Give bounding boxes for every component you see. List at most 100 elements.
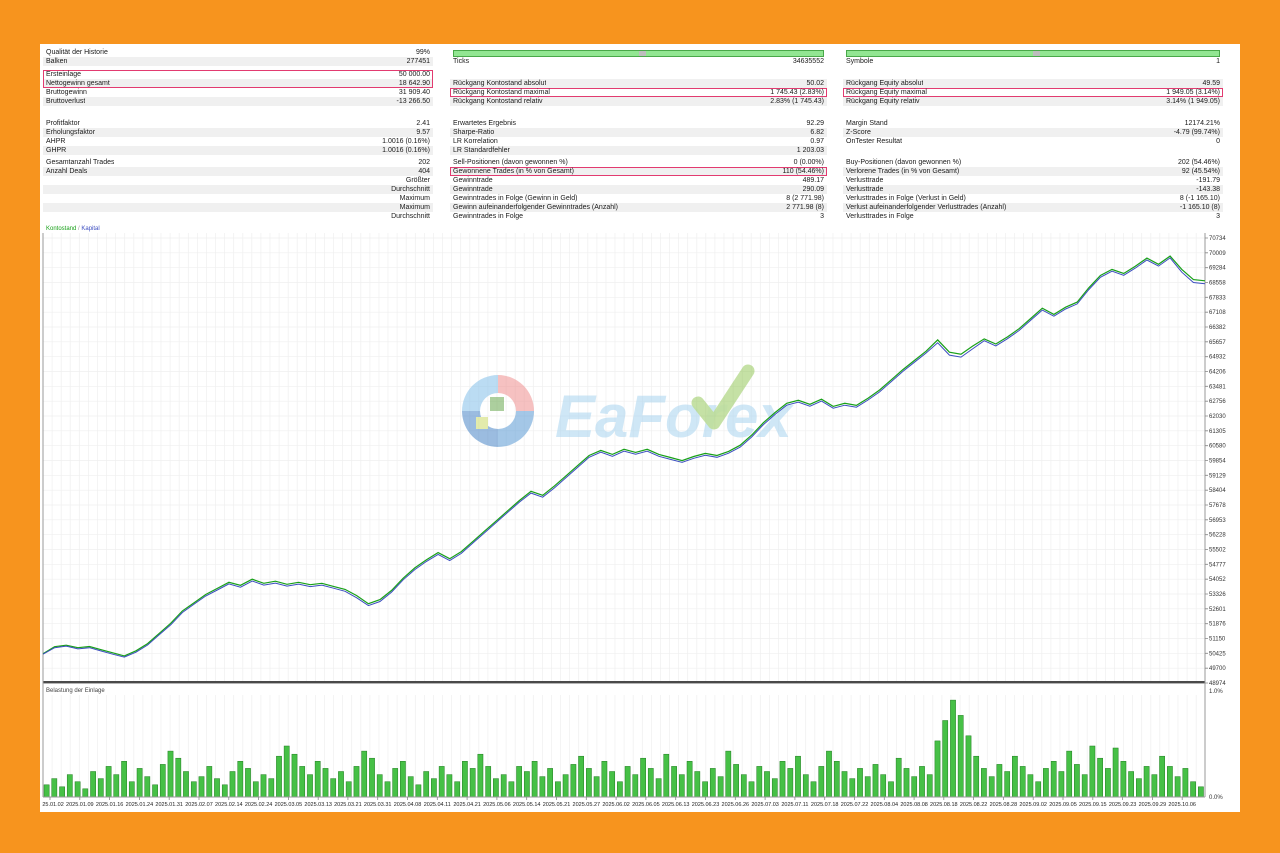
stat-label: Qualität der Historie — [46, 49, 108, 56]
svg-text:52601: 52601 — [1209, 607, 1226, 613]
svg-text:2025.01.02: 2025.01.02 — [42, 802, 64, 808]
stat-sublabel: Durchschnitt — [391, 186, 430, 193]
stat-label: Gewinntrades in Folge (Gewinn in Geld) — [453, 195, 578, 202]
stat-value: -191.79 — [1196, 177, 1220, 184]
stat-label: LR Standardfehler — [453, 147, 510, 154]
stat-row: Sell-Positionen (davon gewonnen %) 0 (0.0… — [450, 158, 827, 167]
eaforex-watermark: EaForex — [462, 364, 794, 450]
svg-text:2025.06.26: 2025.06.26 — [722, 802, 750, 808]
svg-text:2025.04.21: 2025.04.21 — [453, 802, 481, 808]
stat-row: Anzahl Deals 404 — [43, 167, 433, 176]
stat-label: Z-Score — [846, 129, 871, 136]
stat-value: 0 — [1216, 138, 1220, 145]
stat-row: Bruttoverlust -13 266.50 — [43, 97, 433, 106]
svg-text:62030: 62030 — [1209, 414, 1226, 420]
stat-label: Verlorene Trades (in % von Gesamt) — [846, 168, 960, 175]
chart-axes — [42, 233, 1208, 798]
stat-row — [450, 48, 827, 57]
stat-label: Nettogewinn gesamt — [46, 80, 110, 87]
stat-value: 110 (54.46%) — [782, 168, 824, 175]
stat-label: Rückgang Kontostand maximal — [453, 89, 550, 96]
stat-value: 1 203.03 — [796, 147, 824, 154]
stat-label: Bruttogewinn — [46, 89, 87, 96]
stat-row: Gewinntrade 290.09 — [450, 185, 827, 194]
svg-text:2025.07.18: 2025.07.18 — [811, 802, 839, 808]
stat-row: LR Standardfehler 1 203.03 — [450, 146, 827, 155]
svg-text:65657: 65657 — [1209, 340, 1226, 346]
x-axis-labels: 2025.01.022025.01.092025.01.162025.01.24… — [42, 797, 1196, 808]
chart-legend: Kontostand / Kapital — [46, 225, 100, 233]
stat-row: Gewinntrades in Folge (Gewinn in Geld) 8 … — [450, 194, 827, 203]
stats-section: Qualität der Historie 99% Balken 277451 Erst… — [40, 44, 1240, 225]
svg-text:51876: 51876 — [1209, 622, 1226, 628]
stat-row: Maximum — [43, 194, 433, 203]
stat-label: Symbole — [846, 58, 874, 65]
svg-text:2025.07.11: 2025.07.11 — [781, 802, 808, 808]
histogram-legend: Belastung der Einlage — [46, 688, 105, 694]
stat-row: AHPR 1.0016 (0.16%) — [43, 137, 433, 146]
stat-row: Erholungsfaktor 9.57 — [43, 128, 433, 137]
chart-canvas[interactable]: EaForex 70734 70009 69284 68558 67833 67108 663… — [42, 225, 1238, 810]
spacer — [43, 106, 433, 119]
svg-text:2025.04.08: 2025.04.08 — [394, 802, 422, 808]
stat-row: Verlust aufeinanderfolgender Verlusttrad… — [843, 203, 1223, 212]
stat-value: 0.97 — [810, 138, 824, 145]
svg-text:59129: 59129 — [1209, 473, 1226, 479]
stat-row: Verlusttrades in Folge 3 — [843, 212, 1223, 221]
svg-text:66382: 66382 — [1209, 325, 1226, 331]
stat-row: Symbole 1 — [843, 57, 1223, 66]
svg-text:53326: 53326 — [1209, 592, 1226, 598]
svg-text:51150: 51150 — [1209, 637, 1226, 643]
stat-row — [843, 48, 1223, 57]
stat-label: Ersteinlage — [46, 71, 82, 78]
svg-text:2025.08.18: 2025.08.18 — [930, 802, 958, 808]
y-axis-labels: 70734 70009 69284 68558 67833 67108 66382 65657… — [46, 236, 1226, 801]
stat-label: Erholungsfaktor — [46, 129, 96, 136]
stat-value: 489.17 — [802, 177, 824, 184]
stat-label: Verlusttrade — [846, 186, 884, 193]
stat-row: Gewinn aufeinanderfolgender Gewinntrades… — [450, 203, 827, 212]
svg-text:54777: 54777 — [1209, 562, 1226, 568]
stat-row: Gewinntrades in Folge 3 — [450, 212, 827, 221]
svg-text:2025.03.05: 2025.03.05 — [275, 802, 303, 808]
stat-row: Größter — [43, 176, 433, 185]
stat-value: 99% — [415, 49, 430, 56]
stat-row: Rückgang Kontostand absolut 50.02 — [450, 79, 827, 88]
stat-value: 1 949.05 (3.14%) — [1166, 89, 1220, 96]
stats-column-middle: Ticks 34635552 Rückgang Kontostand absolut… — [450, 48, 827, 221]
stat-value: 31 909.40 — [398, 89, 430, 96]
stat-value: 3 — [820, 213, 824, 220]
svg-text:59854: 59854 — [1209, 459, 1226, 465]
stat-label: Rückgang Equity maximal — [846, 89, 927, 96]
stat-sublabel: Größter — [405, 177, 430, 184]
stat-row: Erwartetes Ergebnis 92.29 — [450, 119, 827, 128]
stat-label: GHPR — [46, 147, 67, 154]
progress-notch — [1033, 50, 1040, 56]
stat-row: OnTester Resultat 0 — [843, 137, 1223, 146]
svg-text:56228: 56228 — [1209, 533, 1226, 539]
svg-text:2025.07.22: 2025.07.22 — [841, 802, 869, 808]
stat-label: Ticks — [453, 58, 470, 65]
stat-row: Durchschnitt — [43, 185, 433, 194]
stat-label: Buy-Positionen (davon gewonnen %) — [846, 159, 962, 166]
stat-label: Bruttoverlust — [46, 98, 86, 105]
svg-text:49700: 49700 — [1209, 666, 1226, 672]
stat-row: Sharpe-Ratio 6.82 — [450, 128, 827, 137]
kontostand-line — [42, 255, 1206, 657]
svg-text:64932: 64932 — [1209, 355, 1226, 361]
stats-column-right: Symbole 1 Rückgang Equity absolut 49.59 Rück… — [843, 48, 1223, 221]
histogram-max-label: 1.0% — [1209, 689, 1223, 695]
stat-value: 0 (0.00%) — [793, 159, 824, 166]
balance-equity-chart[interactable]: Kontostand / Kapital EaForex 70734 70009 69… — [42, 225, 1238, 810]
svg-text:2025.03.31: 2025.03.31 — [364, 802, 392, 808]
stat-value: 1 — [1216, 58, 1220, 65]
svg-text:2025.03.13: 2025.03.13 — [304, 802, 332, 808]
stat-row: Gewonnene Trades (in % von Gesamt) 110 (5… — [450, 167, 827, 176]
stat-row: Verlusttrades in Folge (Verlust in Geld)… — [843, 194, 1223, 203]
svg-text:2025.06.23: 2025.06.23 — [692, 802, 720, 808]
stat-label: Profitfaktor — [46, 120, 80, 127]
svg-text:2025.01.31: 2025.01.31 — [155, 802, 183, 808]
svg-text:2025.04.11: 2025.04.11 — [424, 802, 451, 808]
stat-label: Erwartetes Ergebnis — [453, 120, 517, 127]
svg-text:2025.01.24: 2025.01.24 — [126, 802, 154, 808]
